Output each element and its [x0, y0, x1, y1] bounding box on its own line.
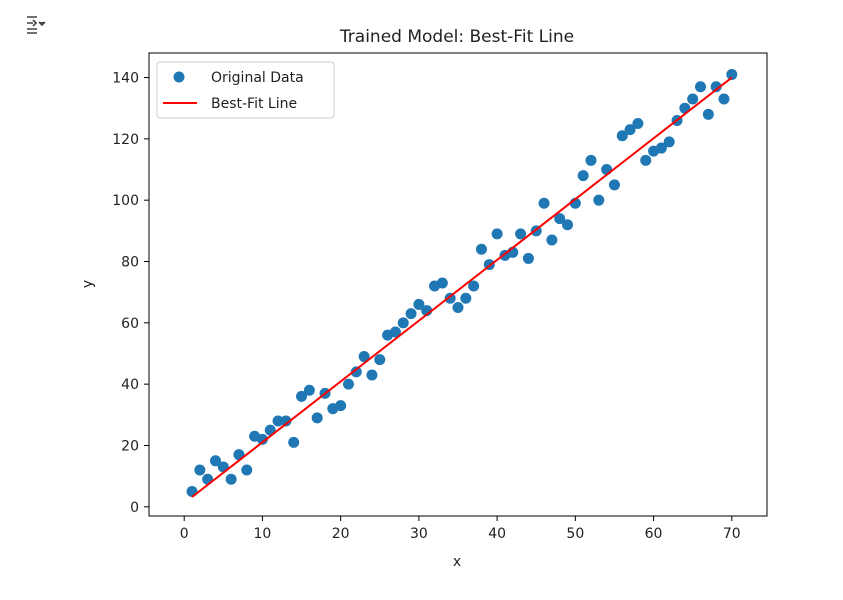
- x-axis-label: x: [453, 554, 461, 570]
- data-point: [601, 164, 613, 176]
- data-point: [608, 179, 620, 191]
- axes-frame: [148, 52, 768, 517]
- x-tick-label: 10: [254, 526, 272, 542]
- y-axis: 0 20 40 60 80 100 120 140: [112, 71, 149, 516]
- data-point: [256, 433, 268, 445]
- data-point: [288, 436, 300, 448]
- data-point: [366, 369, 378, 381]
- data-point: [311, 412, 323, 424]
- data-point: [342, 378, 354, 390]
- y-tick-label: 80: [121, 255, 139, 271]
- data-point: [335, 400, 347, 412]
- data-point: [695, 81, 707, 93]
- data-point: [413, 298, 425, 310]
- data-point: [209, 455, 221, 467]
- data-point: [522, 252, 534, 264]
- data-point: [475, 243, 487, 255]
- data-point: [663, 136, 675, 148]
- x-tick-label: 0: [180, 526, 189, 542]
- y-tick-label: 100: [112, 193, 139, 209]
- data-point: [655, 142, 667, 154]
- legend-marker-scatter: [173, 71, 185, 83]
- output-toggle-icon: [27, 16, 46, 34]
- x-tick-label: 70: [723, 526, 741, 542]
- data-point: [687, 93, 699, 105]
- data-point: [374, 354, 386, 366]
- y-tick-label: 20: [121, 438, 139, 454]
- data-point: [405, 308, 417, 320]
- data-point: [296, 390, 308, 402]
- data-point: [640, 154, 652, 166]
- x-tick-label: 60: [645, 526, 663, 542]
- y-tick-label: 140: [112, 71, 139, 87]
- y-tick-label: 120: [112, 132, 139, 148]
- output-toggle-button[interactable]: [18, 8, 54, 40]
- y-tick-label: 0: [130, 500, 139, 516]
- data-point: [546, 234, 558, 246]
- x-tick-label: 20: [332, 526, 350, 542]
- data-point: [491, 228, 503, 240]
- data-point: [726, 68, 738, 80]
- data-point: [303, 384, 315, 396]
- data-point: [624, 124, 636, 136]
- y-axis-label: y: [80, 280, 96, 288]
- data-point: [577, 170, 589, 182]
- data-point: [554, 213, 566, 225]
- data-point: [350, 366, 362, 378]
- data-point: [632, 118, 644, 130]
- best-fit-line: [191, 76, 733, 498]
- legend-label: Best-Fit Line: [211, 96, 297, 112]
- data-point: [436, 277, 448, 289]
- data-point: [444, 292, 456, 304]
- data-point: [280, 415, 292, 427]
- y-tick-label: 60: [121, 316, 139, 332]
- chart-title: Trained Model: Best-Fit Line: [339, 27, 574, 47]
- data-point: [562, 219, 574, 231]
- data-point: [468, 280, 480, 292]
- data-point: [460, 292, 472, 304]
- data-point: [585, 154, 597, 166]
- x-tick-label: 50: [566, 526, 584, 542]
- data-point: [194, 464, 206, 476]
- x-tick-label: 30: [410, 526, 428, 542]
- x-tick-label: 40: [488, 526, 506, 542]
- data-point: [702, 108, 714, 120]
- data-point: [225, 473, 237, 485]
- data-point: [272, 415, 284, 427]
- data-point: [710, 81, 722, 93]
- data-point: [397, 317, 409, 329]
- data-point: [389, 326, 401, 338]
- data-point: [186, 485, 198, 497]
- data-point: [593, 194, 605, 206]
- legend-label: Original Data: [211, 70, 304, 86]
- data-point: [538, 197, 550, 209]
- data-point: [718, 93, 730, 105]
- data-point: [616, 130, 628, 142]
- y-tick-label: 40: [121, 377, 139, 393]
- legend-box: [156, 61, 335, 119]
- data-point: [241, 464, 253, 476]
- data-point: [452, 301, 464, 313]
- x-axis: 0 10 20 30 40 50 60 70: [180, 516, 741, 542]
- legend: Original Data Best-Fit Line: [156, 61, 335, 119]
- data-point: [515, 228, 527, 240]
- data-point: [358, 351, 370, 363]
